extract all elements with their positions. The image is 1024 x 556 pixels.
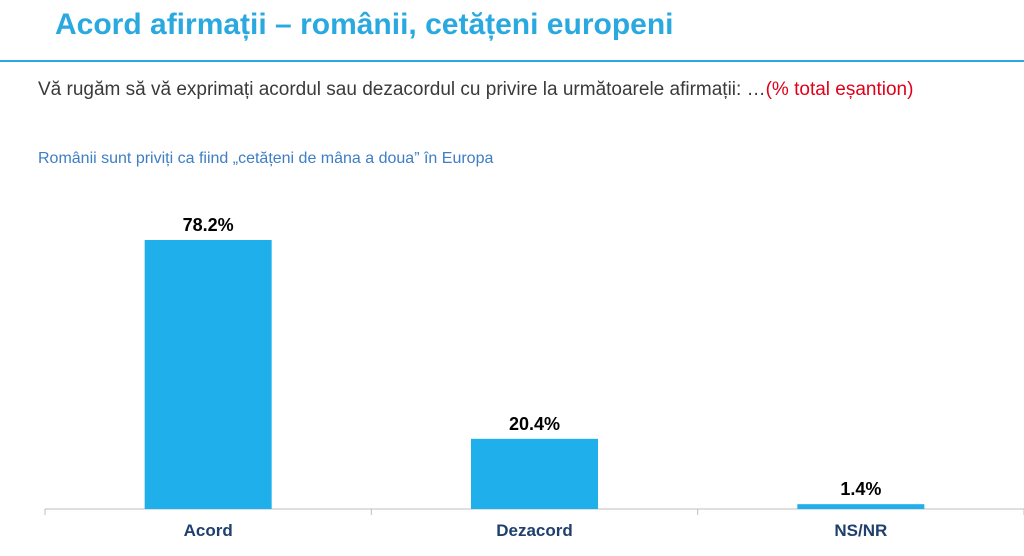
sample-note: (% total eșantion) bbox=[765, 79, 914, 100]
question-text: Vă rugăm să vă exprimați acordul sau dez… bbox=[38, 72, 988, 108]
title-divider bbox=[0, 60, 1024, 62]
chart-title: Românii sunt priviți ca fiind „cetățeni … bbox=[38, 150, 494, 167]
category-label: Dezacord bbox=[496, 521, 573, 540]
bar-ns-nr bbox=[797, 504, 925, 509]
question-prompt: Vă rugăm să vă exprimați acordul sau dez… bbox=[38, 79, 766, 100]
value-label: 78.2% bbox=[183, 215, 234, 235]
page-title: Acord afirmații – românii, cetățeni euro… bbox=[55, 8, 674, 41]
bar-dezacord bbox=[471, 438, 598, 509]
category-label: Acord bbox=[184, 521, 233, 540]
value-label: 20.4% bbox=[509, 414, 560, 434]
category-label: NS/NR bbox=[834, 521, 887, 540]
bar-acord bbox=[144, 239, 272, 509]
bar-chart: 78.2% Acord 20.4% Dezacord 1.4% NS/NR bbox=[44, 215, 1024, 540]
value-label: 1.4% bbox=[840, 479, 881, 499]
